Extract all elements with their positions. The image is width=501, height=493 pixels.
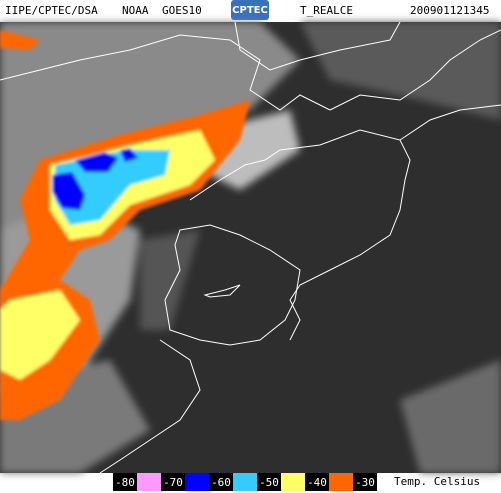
legend-label: -80	[115, 476, 135, 489]
header: IIPE/CPTEC/DSA NOAA GOES10 CPTEC T_REALC…	[5, 0, 489, 20]
legend-label-box	[257, 473, 281, 491]
legend-label: -50	[259, 476, 279, 489]
cold-tops	[0, 30, 250, 420]
borders	[0, 21, 501, 474]
legend-label-box	[113, 473, 137, 491]
sensor: GOES10	[162, 4, 202, 17]
legend-label: -30	[355, 476, 375, 489]
legend-swatch	[185, 473, 209, 491]
legend-label-box	[209, 473, 233, 491]
legend-label-box	[353, 473, 377, 491]
legend-label-box	[305, 473, 329, 491]
product: T_REALCE	[300, 4, 353, 17]
logo: CPTEC	[232, 5, 268, 16]
legend-label: -40	[307, 476, 327, 489]
timestamp: 200901121345	[410, 4, 489, 17]
legend-swatch	[137, 473, 161, 491]
legend-swatch	[281, 473, 305, 491]
legend-label: -70	[163, 476, 183, 489]
legend-label-box	[161, 473, 185, 491]
legend-swatch	[329, 473, 353, 491]
satellite: NOAA	[122, 4, 149, 17]
legend-title: Temp. Celsius	[394, 475, 480, 488]
legend: Temp. Celsius -80 -70 -60 -50 -40 -30	[113, 473, 480, 491]
logo-box	[231, 0, 269, 20]
satellite-image	[0, 21, 501, 474]
source: IIPE/CPTEC/DSA	[5, 4, 98, 17]
legend-label: -60	[211, 476, 231, 489]
legend-swatch	[233, 473, 257, 491]
